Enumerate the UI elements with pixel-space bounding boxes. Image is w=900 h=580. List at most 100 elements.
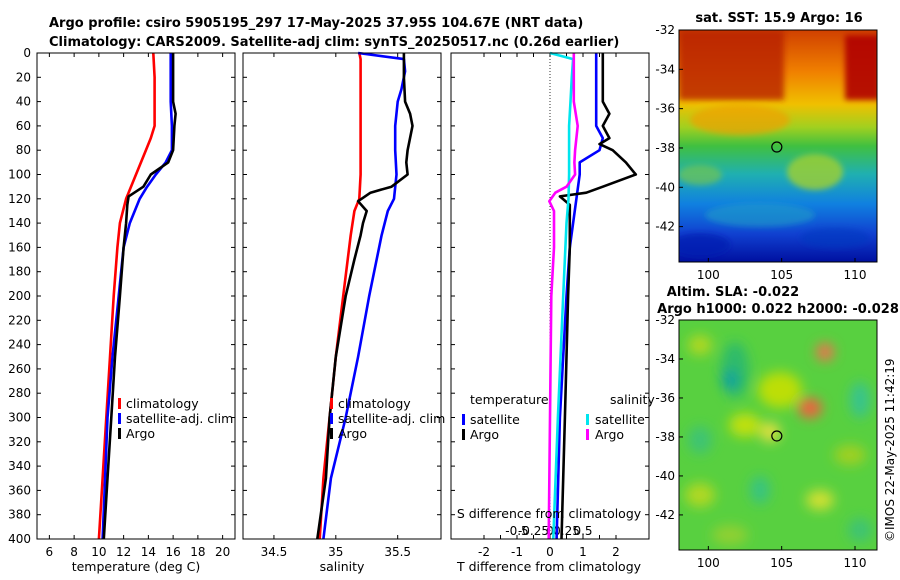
- x-tick-label: 34.5: [261, 545, 288, 559]
- s-difference-axis-label: S difference from climatology: [457, 506, 642, 521]
- lon-tick-label: 105: [770, 268, 793, 282]
- lat-tick-label: -36: [655, 102, 675, 116]
- sst-field: [679, 30, 877, 262]
- legend-satellite: satellite-adj. clim: [338, 411, 445, 426]
- x-tick-label: 6: [46, 545, 54, 559]
- legend-t-satellite: satellite: [470, 412, 520, 427]
- depth-tick-label: 320: [8, 435, 31, 449]
- depth-tick-label: 180: [8, 265, 31, 279]
- series-line-s-argo: [547, 53, 580, 540]
- legend-climatology: climatology: [338, 396, 411, 411]
- temperature-frame: [36, 52, 236, 540]
- temperature-plot-area: 0 20 40 60 80 100 120 140 160 180 200 220 240 260 280 3…: [8, 46, 235, 559]
- depth-tick-label: 260: [8, 362, 31, 376]
- lon-tick-label: 105: [770, 556, 793, 570]
- s-tick-label: -0.25: [518, 524, 549, 538]
- difference-frame: [450, 52, 650, 540]
- x-tick-label: 10: [91, 545, 106, 559]
- series-line-s-satellite: [549, 51, 575, 540]
- salinity-plot-area: 34.5 35 35.5: [243, 51, 441, 559]
- legend-s-argo: Argo: [595, 427, 624, 442]
- x-tick-label: 16: [165, 545, 180, 559]
- series-line-t-argo: [558, 53, 638, 540]
- x-tick-label: 0: [546, 545, 554, 559]
- depth-tick-label: 120: [8, 192, 31, 206]
- depth-tick-label: 60: [16, 119, 31, 133]
- x-tick-label: 18: [190, 545, 205, 559]
- legend-swatch-climatology: [118, 398, 121, 409]
- salinity-frame: [242, 52, 442, 540]
- lat-tick-label: -32: [655, 23, 675, 37]
- x-tick-label: -2: [478, 545, 490, 559]
- sla-field: [679, 320, 877, 550]
- legend-swatch-satellite: [118, 413, 121, 424]
- depth-tick-label: 140: [8, 216, 31, 230]
- lat-tick-label: -34: [655, 352, 675, 366]
- difference-plot-area: -2 -1 0 1 2-0.5-0.250 0.250.5: [451, 51, 649, 559]
- x-tick-label: 14: [141, 545, 156, 559]
- x-tick-label: 35: [328, 545, 343, 559]
- series-line-t-satellite: [555, 53, 605, 540]
- legend-swatch-t-satellite: [462, 414, 465, 425]
- sla-map-frame: [678, 319, 878, 551]
- figure-title-line2: Climatology: CARS2009. Satellite-adj cli…: [49, 35, 619, 50]
- temperature-legend: climatology satellite-adj. clim Argo: [118, 396, 233, 441]
- lat-tick-label: -40: [655, 469, 675, 483]
- lat-tick-label: -36: [655, 391, 675, 405]
- sst-map-frame: [678, 29, 878, 263]
- legend-swatch-s-argo: [586, 429, 589, 440]
- x-tick-label: 12: [116, 545, 131, 559]
- depth-tick-label: 80: [16, 143, 31, 157]
- sst-map: sat. SST: 15.9 Argo: 16 -32 -34 -36 -38 -40 -…: [655, 11, 878, 282]
- lon-tick-label: 100: [697, 556, 720, 570]
- depth-tick-label: 300: [8, 411, 31, 425]
- legend-swatch-t-argo: [462, 429, 465, 440]
- sst-map-title: sat. SST: 15.9 Argo: 16: [695, 11, 862, 26]
- x-tick-label: 20: [215, 545, 230, 559]
- legend-satellite: satellite-adj. clim: [126, 411, 233, 426]
- legend-argo: Argo: [338, 426, 367, 441]
- sla-map-title1: Altim. SLA: -0.022: [667, 285, 799, 300]
- x-tick-label: 8: [70, 545, 78, 559]
- legend-swatch-argo: [118, 428, 121, 439]
- legend-salinity-title: salinity: [610, 392, 655, 407]
- salinity-xlabel: salinity: [320, 559, 365, 574]
- depth-tick-label: 400: [8, 532, 31, 546]
- lat-tick-label: -42: [655, 220, 675, 234]
- imos-watermark: ©IMOS 22-May-2025 11:42:19: [883, 358, 897, 542]
- legend-s-satellite: satellite: [595, 412, 645, 427]
- sst-argo-marker: [771, 141, 783, 153]
- depth-tick-label: 160: [8, 240, 31, 254]
- legend-swatch-argo: [330, 428, 333, 439]
- s-tick-label: 0.5: [573, 524, 592, 538]
- lat-tick-label: -38: [655, 141, 675, 155]
- difference-xlabel: T difference from climatology: [456, 559, 642, 574]
- series-line-argo: [102, 53, 177, 540]
- difference-panel: -2 -1 0 1 2-0.5-0.250 0.250.5 T difference fr…: [450, 51, 655, 574]
- temperature-panel: 0 20 40 60 80 100 120 140 160 180 200 220 240 260 280 3…: [8, 46, 236, 574]
- depth-tick-label: 220: [8, 313, 31, 327]
- temperature-diff-legend: temperature satellite Argo: [462, 392, 549, 442]
- lon-tick-label: 100: [697, 268, 720, 282]
- depth-tick-label: 20: [16, 70, 31, 84]
- lat-tick-label: -32: [655, 313, 675, 327]
- x-tick-label: 35.5: [384, 545, 411, 559]
- series-line-argo: [316, 53, 414, 540]
- depth-tick-label: 0: [23, 46, 31, 60]
- x-tick-label: 1: [579, 545, 587, 559]
- depth-tick-label: 340: [8, 459, 31, 473]
- figure-title-line1: Argo profile: csiro 5905195_297 17-May-2…: [49, 16, 583, 31]
- depth-tick-label: 100: [8, 168, 31, 182]
- sla-argo-marker: [771, 430, 783, 442]
- depth-tick-label: 40: [16, 95, 31, 109]
- depth-tick-label: 280: [8, 386, 31, 400]
- lon-tick-label: 110: [844, 556, 867, 570]
- series-line-climatology: [97, 52, 156, 540]
- salinity-diff-legend: salinity satellite Argo: [586, 392, 655, 442]
- s-tick-label: 0.25: [553, 524, 580, 538]
- depth-tick-label: 360: [8, 483, 31, 497]
- legend-argo: Argo: [126, 426, 155, 441]
- s-tick-label: -0.5: [505, 524, 528, 538]
- depth-tick-label: 200: [8, 289, 31, 303]
